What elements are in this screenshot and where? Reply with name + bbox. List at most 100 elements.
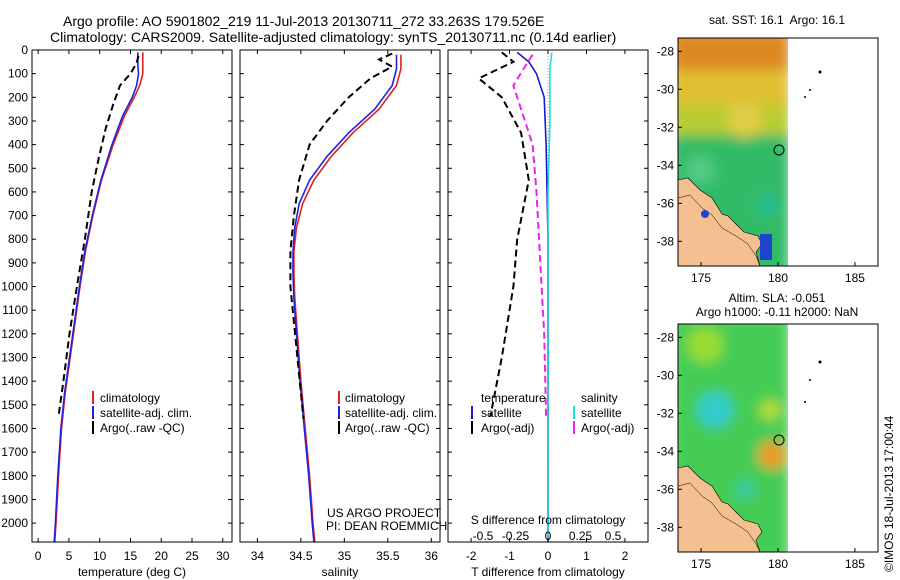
legend-label-t-satellite: satellite — [481, 406, 522, 420]
salinity-series — [289, 52, 402, 542]
sst-map-field — [678, 38, 878, 266]
depth-tick-label: 1900 — [1, 492, 28, 506]
series-line-argo-adj — [512, 54, 548, 417]
x-tick-label: -2 — [466, 549, 477, 563]
depth-tick-label: 1000 — [1, 280, 28, 294]
x-tick-label: 1 — [583, 549, 590, 563]
depth-tick-label: 200 — [8, 90, 28, 104]
map-x-tick-label: 185 — [845, 271, 865, 285]
depth-tick-label: 2000 — [1, 516, 28, 530]
series-line-satellite — [547, 52, 553, 542]
s-tick-label: -0.5 — [473, 529, 494, 543]
temperature-x-ticks: 0 5 10 15 20 25 30 — [35, 50, 230, 563]
depth-tick-label: 1400 — [1, 374, 28, 388]
map-y-tick-label: -28 — [657, 44, 675, 58]
x-tick-label: 34 — [251, 549, 265, 563]
legend-label-argo: Argo(..raw -QC) — [100, 421, 185, 435]
depth-tick-label: 500 — [8, 161, 28, 175]
x-tick-label: 35 — [338, 549, 352, 563]
salinity-panel: 34 34.5 35 35.5 36 salinity climatology sate… — [239, 49, 447, 579]
s-tick-label: 0 — [545, 529, 552, 543]
depth-tick-label: 1700 — [1, 445, 28, 459]
temperature-x-label: temperature (deg C) — [78, 565, 186, 579]
s-tick-label: 0.25 — [569, 529, 593, 543]
salinity-difference-ticks: -0.5 -0.25 0 0.25 0.5 — [473, 529, 622, 543]
legend-header-salinity: salinity — [581, 391, 618, 405]
x-tick-label: -1 — [504, 549, 515, 563]
salinity-legend: climatology satellite-adj. clim. Argo(..… — [338, 391, 437, 435]
salinity-x-label: salinity — [322, 565, 359, 579]
sst-map-title: sat. SST: 16.1 Argo: 16.1 — [709, 13, 845, 27]
x-tick-label: 30 — [216, 549, 230, 563]
x-tick-label: 5 — [66, 549, 73, 563]
series-line-climatology — [293, 54, 402, 542]
depth-tick-label: 1200 — [1, 327, 28, 341]
map-x-tick-label: 180 — [768, 557, 788, 571]
series-line-climatology — [54, 52, 144, 542]
x-tick-label: 0 — [545, 549, 552, 563]
map-y-tick-label: -34 — [657, 444, 675, 458]
map-y-tick-label: -32 — [657, 120, 675, 134]
depth-tick-label: 1800 — [1, 469, 28, 483]
sla-map-title-1: Altim. SLA: -0.051 — [729, 291, 826, 305]
series-line-satellite-adj-clim — [53, 52, 140, 542]
depth-y-ticks: 0 100 200 300 400 500 600 700 800 900 1000 1100 1200… — [1, 43, 232, 530]
imos-timestamp: ©IMOS 18-Jul-2013 17:00:44 — [882, 415, 896, 572]
map-y-tick-label: -34 — [657, 158, 675, 172]
depth-tick-label: 700 — [8, 209, 28, 223]
depth-tick-label: 1100 — [2, 303, 28, 317]
nz-coastline — [678, 465, 763, 552]
pi-label: PI: DEAN ROEMMICH — [326, 519, 447, 533]
s-tick-label: -0.25 — [502, 529, 530, 543]
map-y-tick-label: -38 — [657, 520, 675, 534]
depth-tick-label: 0 — [21, 43, 28, 57]
depth-tick-label: 600 — [8, 185, 28, 199]
x-tick-label: 10 — [93, 549, 107, 563]
s-difference-label: S difference from climatology — [471, 513, 626, 527]
salinity-y-ticks — [240, 49, 440, 524]
difference-legend: temperature salinity satellite Argo(-adj… — [471, 391, 634, 435]
map-y-tick-label: -30 — [657, 368, 675, 382]
x-tick-label: 0 — [35, 549, 42, 563]
title-line-2: Climatology: CARS2009. Satellite-adjuste… — [50, 29, 616, 45]
depth-tick-label: 900 — [8, 256, 28, 270]
map-x-tick-label: 180 — [768, 271, 788, 285]
project-label: US ARGO PROJECT — [327, 506, 442, 520]
legend-label-climatology: climatology — [100, 391, 160, 405]
legend-label-s-satellite: satellite — [581, 406, 622, 420]
depth-tick-label: 800 — [8, 232, 28, 246]
argo-location-marker — [773, 144, 785, 156]
title-line-1: Argo profile: AO 5901802_219 11-Jul-2013… — [63, 13, 544, 29]
series-line-argo-raw-qc — [289, 52, 395, 420]
legend-label-s-argo: Argo(-adj) — [581, 421, 634, 435]
x-tick-label: 35.5 — [376, 549, 400, 563]
map-y-tick-label: -32 — [657, 406, 675, 420]
difference-series — [476, 50, 553, 542]
temperature-series — [53, 52, 144, 542]
x-tick-label: 34.5 — [289, 549, 313, 563]
difference-x-ticks: -2 -1 0 1 2 — [466, 50, 629, 563]
map-y-tick-label: -30 — [657, 82, 675, 96]
depth-tick-label: 400 — [8, 138, 28, 152]
sla-map-ticks: 175 180 185 -28 -30 -32 -34 -36 -38 — [657, 330, 866, 571]
series-line-satellite — [516, 51, 549, 542]
legend-label-climatology: climatology — [345, 391, 405, 405]
x-tick-label: 20 — [155, 549, 169, 563]
legend-label-argo: Argo(..raw -QC) — [345, 421, 430, 435]
series-line-satellite-adj-clim — [292, 54, 398, 542]
temperature-legend: climatology satellite-adj. clim. Argo(..… — [92, 391, 192, 435]
series-line-argo-adj — [476, 51, 530, 417]
t-difference-label: T difference from climatology — [471, 565, 625, 579]
temperature-axes-frame — [31, 49, 233, 543]
legend-label-t-argo: Argo(-adj) — [481, 421, 534, 435]
sla-map-panel: Altim. SLA: -0.051 Argo h1000: -0.11 h20… — [657, 291, 879, 571]
salinity-x-ticks: 34 34.5 35 35.5 36 — [251, 50, 439, 563]
map-y-tick-label: -36 — [657, 196, 675, 210]
map-x-tick-label: 175 — [691, 271, 711, 285]
sst-map-panel: sat. SST: 16.1 Argo: 16.1 175 180 185 -28 -3… — [657, 13, 879, 285]
sla-map-title-2: Argo h1000: -0.11 h2000: NaN — [696, 305, 859, 319]
legend-label-satellite: satellite-adj. clim. — [100, 406, 192, 420]
x-tick-label: 36 — [425, 549, 439, 563]
temperature-panel: 0 5 10 15 20 25 30 0 100 200 300 400 500 600 700 800 90… — [1, 43, 233, 579]
depth-tick-label: 100 — [8, 67, 28, 81]
